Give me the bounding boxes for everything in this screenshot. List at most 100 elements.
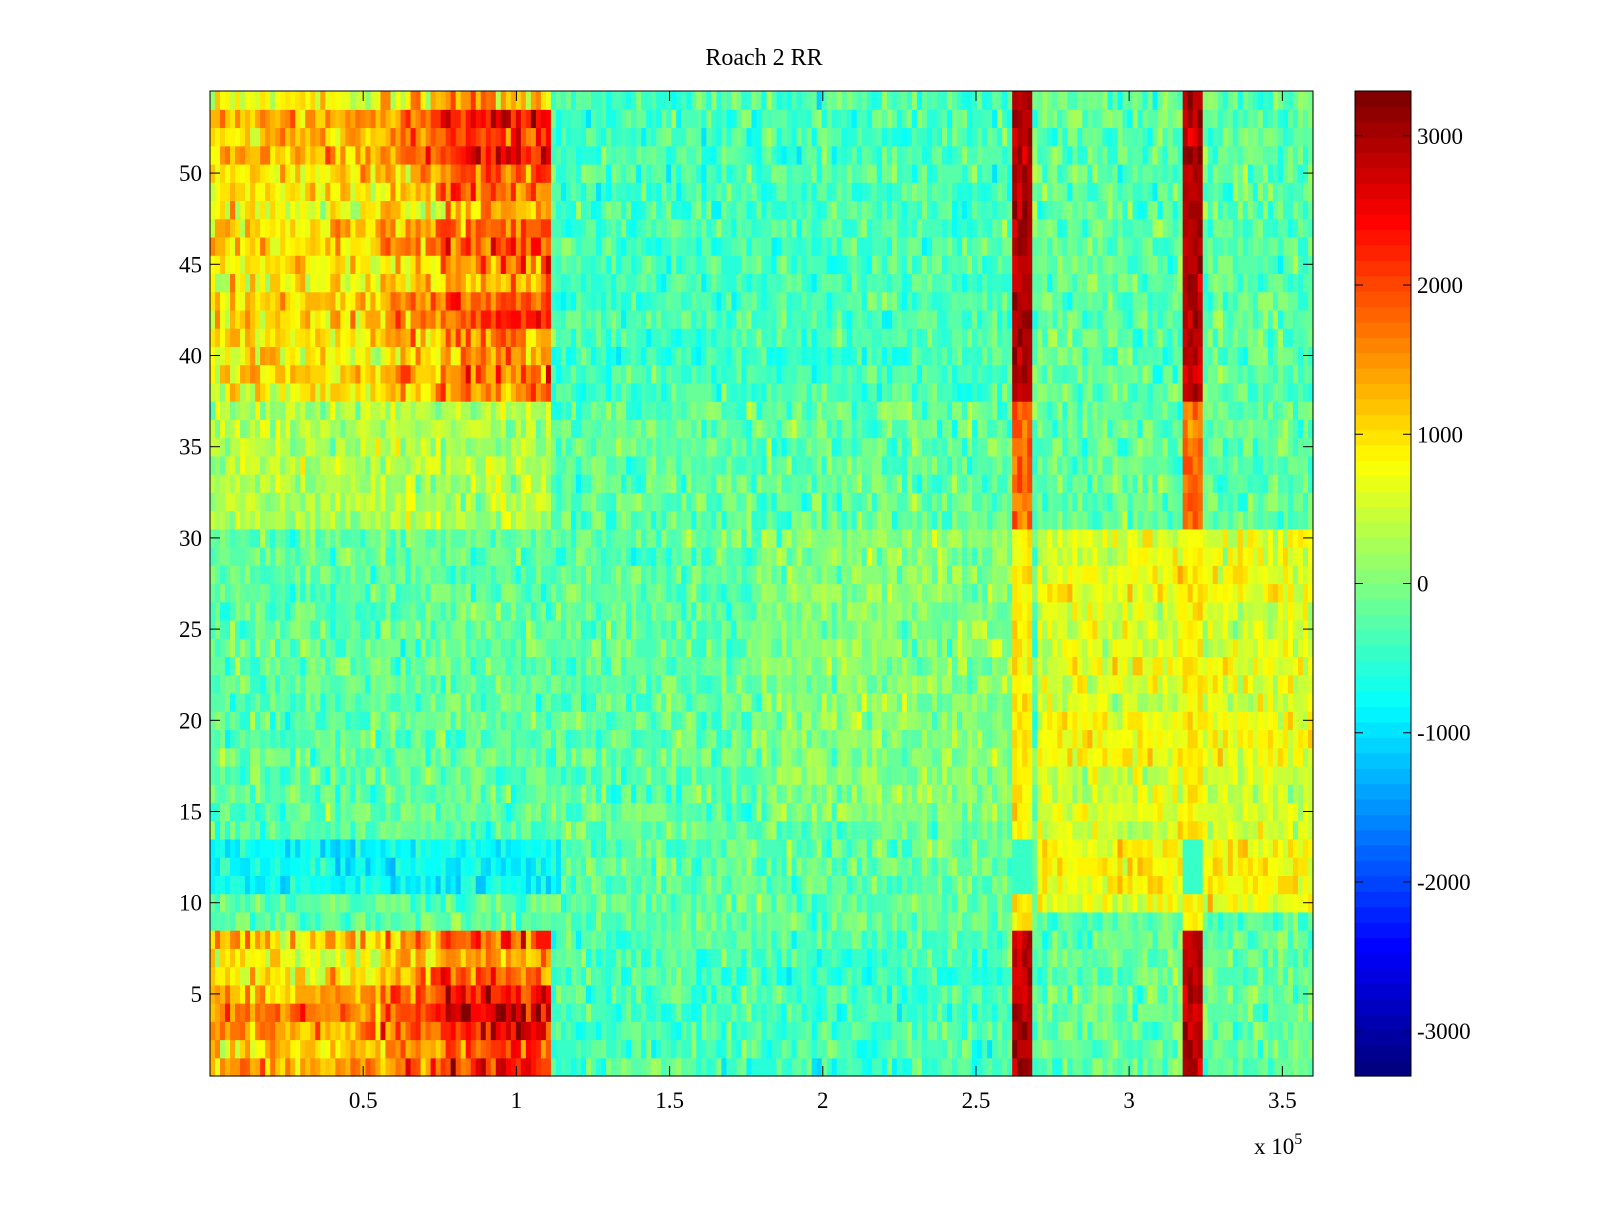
heatmap-cell [1242,674,1249,694]
heatmap-cell [310,1039,316,1059]
heatmap-cell [977,1057,983,1077]
heatmap-cell [350,948,356,968]
heatmap-cell [926,1003,933,1022]
heatmap-cell [1062,893,1068,913]
heatmap-cell [861,747,868,767]
heatmap-cell [240,1057,246,1077]
heatmap-cell [435,838,442,858]
heatmap-cell [1047,802,1053,822]
heatmap-cell [881,1057,888,1077]
heatmap-cell [485,948,492,968]
heatmap-cell [1137,911,1144,931]
heatmap-cell [440,857,447,876]
heatmap-cell [791,747,798,767]
heatmap-cell [270,674,276,694]
heatmap-cell [350,802,356,822]
heatmap-cell [881,984,888,1004]
heatmap-cell [1162,875,1169,895]
heatmap-cell [791,674,798,694]
heatmap-cell [465,893,472,913]
heatmap-cell [400,1039,407,1059]
heatmap-cell [225,838,231,858]
heatmap-cell [1307,911,1314,931]
heatmap-cell [886,1057,893,1077]
heatmap-cell [962,729,968,749]
heatmap-cell [786,984,793,1004]
heatmap-cell [701,838,707,858]
heatmap-cell [1137,984,1144,1004]
heatmap-cell [806,930,813,949]
heatmap-cell [1182,784,1189,803]
heatmap-cell [611,911,617,931]
heatmap-cell [982,820,988,840]
heatmap-cell [1012,784,1018,803]
heatmap-cell [380,857,387,876]
heatmap-cell [706,729,712,749]
heatmap-cell [275,1039,281,1059]
heatmap-cell [420,692,427,712]
heatmap-cell [255,820,261,840]
heatmap-cell [1112,966,1119,986]
heatmap-cell [771,857,778,876]
heatmap-cell [992,893,998,913]
heatmap-cell [666,875,672,895]
heatmap-cell [300,729,306,749]
heatmap-cell [731,711,738,731]
heatmap-cell [726,656,733,676]
heatmap-cell [816,729,823,749]
heatmap-cell [400,802,407,822]
heatmap-cell [240,893,246,913]
heatmap-cell [836,729,843,749]
heatmap-cell [967,911,973,931]
chart-title: Roach 2 RR [705,45,822,71]
heatmap-cell [540,1039,547,1059]
heatmap-cell [510,893,517,913]
heatmap-cell [395,1057,402,1077]
heatmap-cell [1307,692,1314,712]
heatmap-cell [1142,820,1149,840]
heatmap-cell [891,784,898,803]
heatmap-cell [355,948,362,968]
heatmap-cell [235,1039,241,1059]
heatmap-cell [510,747,517,767]
heatmap-cell [1297,674,1304,694]
heatmap-cell [1162,820,1169,840]
heatmap-cell [350,1021,356,1041]
heatmap-cell [631,966,637,986]
heatmap-cell [345,1003,351,1022]
heatmap-cell [445,802,452,822]
heatmap-cell [931,948,938,968]
heatmap-cell [245,857,251,876]
heatmap-cell [806,838,813,858]
heatmap-cell [941,820,948,840]
heatmap-cell [505,765,512,785]
heatmap-cell [1307,1057,1314,1077]
heatmap-cell [1172,893,1179,913]
heatmap-cell [826,875,833,895]
heatmap-cell [430,1003,437,1022]
heatmap-cell [906,1039,913,1059]
heatmap-cell [1262,784,1269,803]
heatmap-cell [576,893,582,913]
heatmap-cell [1062,984,1068,1004]
heatmap-cell [340,930,346,949]
heatmap-cell [861,820,868,840]
heatmap-cell [560,1003,567,1022]
heatmap-cell [1137,966,1144,986]
heatmap-cell [1012,674,1018,694]
heatmap-cell [285,692,291,712]
heatmap-cell [475,1021,482,1041]
heatmap-cell [1127,674,1134,694]
heatmap-cell [746,747,753,767]
heatmap-cell [1107,911,1114,931]
heatmap-cell [220,820,226,840]
heatmap-cell [385,765,392,785]
heatmap-cell [315,966,321,986]
heatmap-cell [916,674,923,694]
heatmap-cell [781,711,788,731]
heatmap-cell [240,784,246,803]
heatmap-cell [881,802,888,822]
heatmap-cell [1072,1021,1078,1041]
heatmap-cell [801,966,808,986]
heatmap-cell [1047,1003,1053,1022]
